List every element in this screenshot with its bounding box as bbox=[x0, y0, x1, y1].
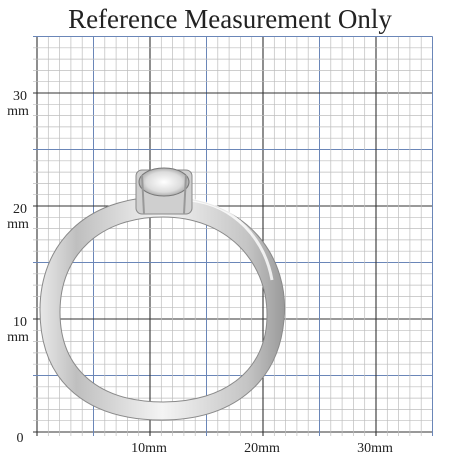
ring-highlight bbox=[189, 198, 274, 281]
gem bbox=[138, 167, 190, 197]
ring bbox=[39, 167, 286, 421]
prong bbox=[141, 174, 145, 215]
title: Reference Measurement Only bbox=[68, 4, 392, 34]
y-label-unit: mm bbox=[7, 217, 29, 232]
x-label: 20mm bbox=[244, 441, 280, 456]
prong bbox=[183, 174, 187, 215]
y-label-number: 30 bbox=[13, 89, 27, 104]
x-label: 10mm bbox=[131, 441, 167, 456]
y-label-number: 10 bbox=[13, 315, 27, 330]
y-label-number: 20 bbox=[13, 202, 27, 217]
x-label: 30mm bbox=[357, 441, 393, 456]
y-label-number: 0 bbox=[17, 431, 24, 446]
y-label-unit: mm bbox=[7, 330, 29, 345]
y-label-unit: mm bbox=[7, 104, 29, 119]
ring-band bbox=[39, 196, 286, 421]
